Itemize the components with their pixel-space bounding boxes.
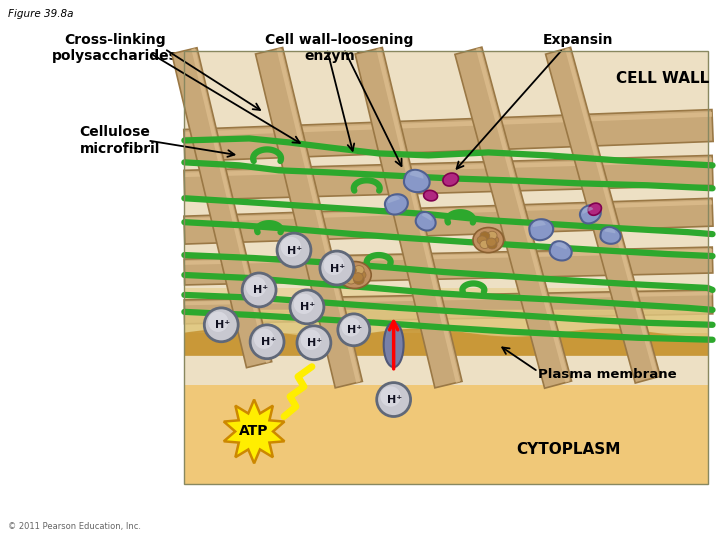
Polygon shape bbox=[600, 227, 621, 244]
Ellipse shape bbox=[480, 232, 490, 240]
Circle shape bbox=[254, 328, 274, 349]
Polygon shape bbox=[546, 48, 660, 383]
Circle shape bbox=[294, 294, 314, 314]
Text: Expansin: Expansin bbox=[543, 33, 613, 47]
Polygon shape bbox=[256, 48, 362, 388]
Ellipse shape bbox=[477, 236, 487, 244]
Circle shape bbox=[281, 237, 301, 257]
Polygon shape bbox=[385, 194, 408, 214]
Polygon shape bbox=[276, 48, 360, 383]
Bar bbox=[184, 51, 708, 484]
Circle shape bbox=[290, 290, 324, 324]
Text: H⁺: H⁺ bbox=[261, 338, 276, 347]
Polygon shape bbox=[184, 292, 712, 305]
Ellipse shape bbox=[354, 275, 364, 285]
Text: H⁺: H⁺ bbox=[330, 264, 346, 273]
Polygon shape bbox=[184, 198, 713, 244]
Circle shape bbox=[246, 276, 266, 297]
Ellipse shape bbox=[343, 271, 354, 280]
Text: Cross-linking
polysaccharides: Cross-linking polysaccharides bbox=[52, 33, 178, 63]
Polygon shape bbox=[415, 212, 436, 231]
Circle shape bbox=[204, 308, 238, 342]
Polygon shape bbox=[192, 48, 270, 363]
Polygon shape bbox=[443, 173, 459, 186]
Circle shape bbox=[208, 312, 228, 332]
Text: H⁺: H⁺ bbox=[253, 286, 268, 295]
Polygon shape bbox=[355, 48, 462, 388]
Circle shape bbox=[338, 314, 370, 346]
Ellipse shape bbox=[353, 273, 363, 282]
Polygon shape bbox=[387, 196, 400, 204]
Circle shape bbox=[323, 255, 344, 275]
Ellipse shape bbox=[473, 227, 504, 253]
Ellipse shape bbox=[346, 266, 356, 275]
Ellipse shape bbox=[356, 271, 366, 280]
Bar bbox=[184, 288, 708, 333]
Bar bbox=[184, 51, 708, 384]
Circle shape bbox=[380, 386, 401, 407]
Text: H⁺: H⁺ bbox=[300, 302, 315, 312]
Ellipse shape bbox=[384, 322, 404, 367]
Polygon shape bbox=[605, 228, 616, 233]
Polygon shape bbox=[184, 112, 712, 137]
Text: Cell wall–loosening
enzymes: Cell wall–loosening enzymes bbox=[265, 33, 413, 63]
Text: H⁺: H⁺ bbox=[215, 320, 230, 330]
Text: © 2011 Pearson Education, Inc.: © 2011 Pearson Education, Inc. bbox=[8, 522, 141, 531]
Ellipse shape bbox=[480, 240, 490, 248]
Text: H⁺: H⁺ bbox=[307, 338, 323, 348]
Ellipse shape bbox=[487, 231, 497, 240]
Ellipse shape bbox=[346, 275, 356, 284]
Text: H⁺: H⁺ bbox=[287, 246, 302, 255]
Polygon shape bbox=[184, 290, 713, 324]
Bar bbox=[184, 384, 708, 484]
Polygon shape bbox=[529, 219, 553, 240]
Text: H⁺: H⁺ bbox=[387, 395, 402, 405]
Polygon shape bbox=[184, 200, 712, 222]
Ellipse shape bbox=[489, 236, 499, 244]
Polygon shape bbox=[565, 48, 658, 378]
Polygon shape bbox=[172, 48, 271, 368]
Circle shape bbox=[242, 273, 276, 307]
Polygon shape bbox=[410, 171, 423, 179]
Circle shape bbox=[320, 251, 354, 285]
Text: ATP: ATP bbox=[239, 424, 269, 438]
Polygon shape bbox=[582, 207, 593, 214]
Text: Cellulose
microfibril: Cellulose microfibril bbox=[80, 125, 160, 156]
Polygon shape bbox=[184, 110, 713, 161]
Polygon shape bbox=[476, 48, 570, 383]
Text: CELL WALL: CELL WALL bbox=[616, 71, 709, 86]
Circle shape bbox=[341, 318, 361, 336]
Text: H⁺: H⁺ bbox=[347, 325, 362, 335]
Polygon shape bbox=[404, 170, 430, 192]
Ellipse shape bbox=[487, 238, 496, 246]
Polygon shape bbox=[555, 242, 567, 249]
Polygon shape bbox=[588, 203, 601, 215]
Polygon shape bbox=[422, 213, 432, 221]
Circle shape bbox=[301, 329, 321, 350]
Polygon shape bbox=[184, 247, 713, 285]
Polygon shape bbox=[580, 205, 600, 224]
Circle shape bbox=[250, 325, 284, 359]
Polygon shape bbox=[423, 190, 438, 201]
Ellipse shape bbox=[338, 261, 372, 288]
Polygon shape bbox=[184, 156, 713, 200]
Circle shape bbox=[277, 233, 311, 267]
Circle shape bbox=[377, 383, 410, 416]
Circle shape bbox=[297, 326, 331, 360]
Polygon shape bbox=[224, 400, 284, 463]
Ellipse shape bbox=[487, 240, 497, 249]
Bar bbox=[184, 333, 708, 355]
Ellipse shape bbox=[354, 266, 364, 274]
Polygon shape bbox=[533, 220, 546, 227]
Polygon shape bbox=[184, 158, 712, 177]
Polygon shape bbox=[455, 47, 572, 388]
Polygon shape bbox=[184, 249, 712, 265]
Text: CYTOPLASM: CYTOPLASM bbox=[516, 442, 620, 457]
Text: Plasma membrane: Plasma membrane bbox=[538, 368, 677, 381]
Polygon shape bbox=[376, 48, 460, 383]
Text: Figure 39.8a: Figure 39.8a bbox=[8, 9, 73, 19]
Polygon shape bbox=[550, 241, 572, 260]
